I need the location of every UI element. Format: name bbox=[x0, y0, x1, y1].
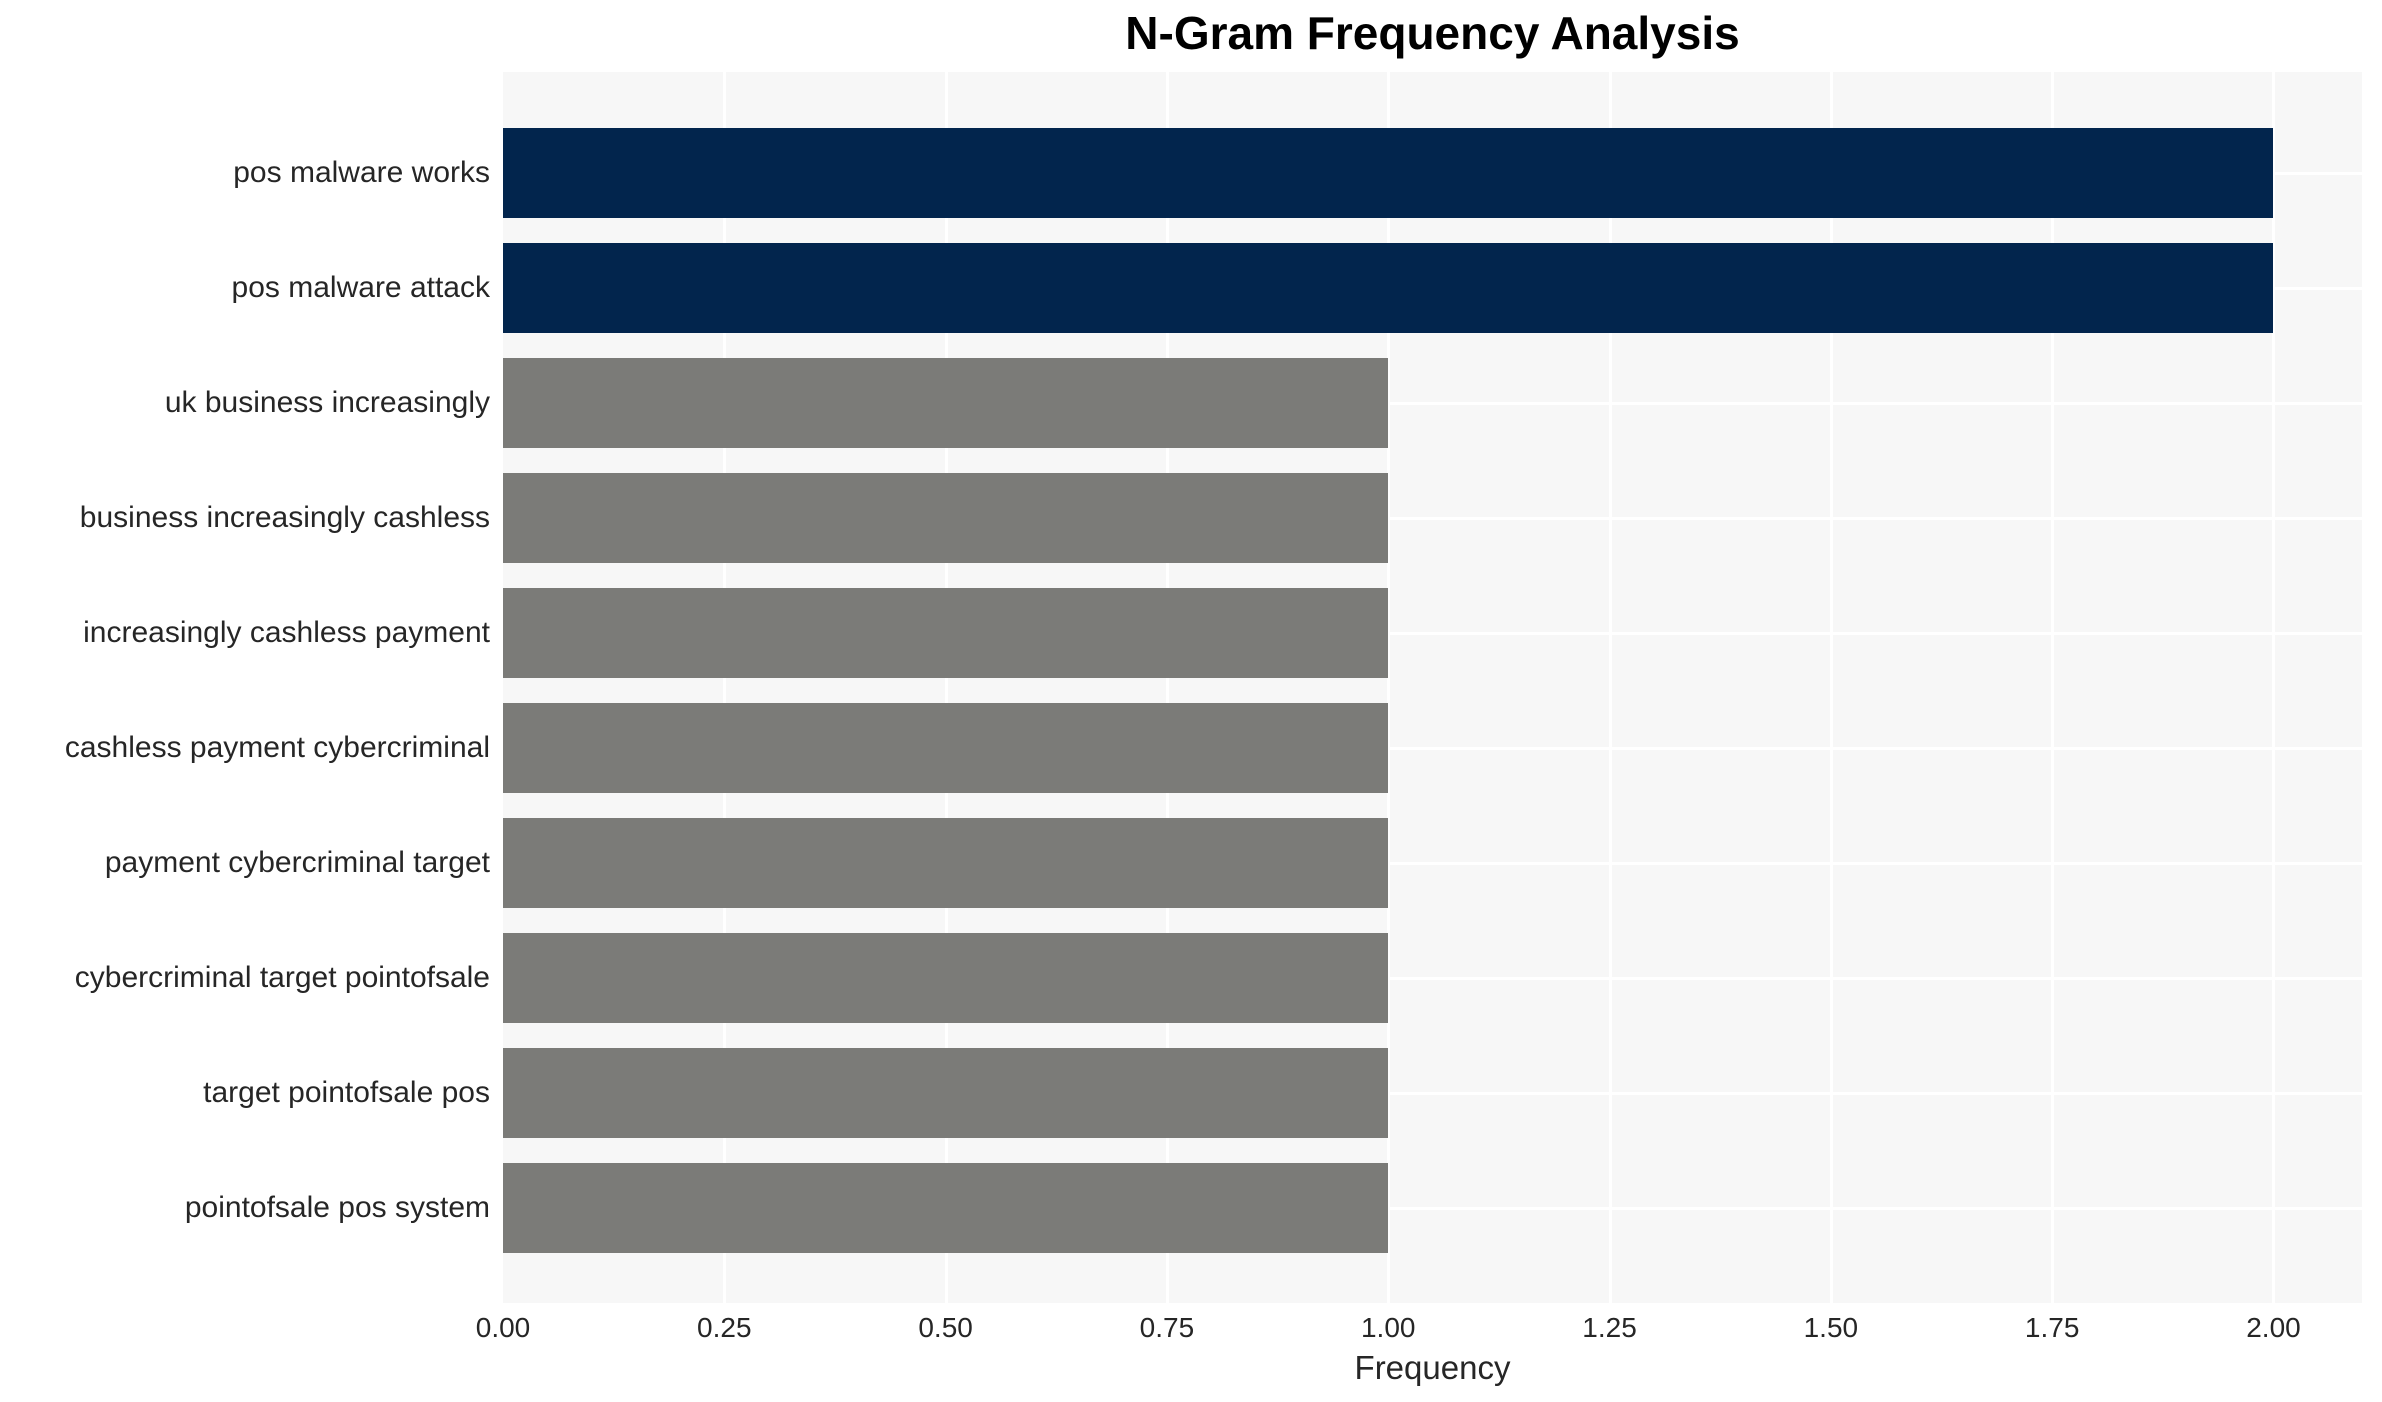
plot-area bbox=[503, 72, 2362, 1303]
x-axis-title: Frequency bbox=[1354, 1349, 1511, 1386]
gridline-vertical bbox=[1608, 72, 1612, 1303]
gridline-vertical bbox=[1829, 72, 1833, 1303]
x-axis-tick-label: 0.50 bbox=[918, 1312, 973, 1343]
bar-increasingly-cashless-payment bbox=[503, 587, 1389, 678]
bar-cashless-payment-cybercriminal bbox=[503, 702, 1389, 793]
y-axis-label: cashless payment cybercriminal bbox=[64, 730, 490, 764]
bar-pos-malware-attack bbox=[503, 242, 2274, 333]
gridline-vertical bbox=[723, 72, 727, 1303]
bar-business-increasingly-cashless bbox=[503, 472, 1389, 563]
gridline-horizontal bbox=[503, 1091, 2362, 1095]
bar-pos-malware-works bbox=[503, 127, 2274, 218]
y-axis-label: payment cybercriminal target bbox=[104, 845, 490, 879]
chart-title: N-Gram Frequency Analysis bbox=[1125, 7, 1740, 59]
x-axis-tick-label: 1.75 bbox=[2024, 1312, 2080, 1343]
gridline-horizontal bbox=[503, 631, 2362, 635]
x-axis-tick-label: 0.25 bbox=[697, 1312, 752, 1343]
gridline-vertical bbox=[944, 72, 948, 1303]
y-axis-label: uk business increasingly bbox=[164, 385, 490, 419]
bar-target-pointofsale-pos bbox=[503, 1047, 1389, 1138]
gridline-vertical bbox=[1387, 72, 1391, 1303]
y-axis-label: cybercriminal target pointofsale bbox=[74, 960, 490, 994]
x-axis-tick-label: 0.75 bbox=[1139, 1312, 1195, 1343]
y-axis-labels: pos malware works pos malware attack uk bu… bbox=[0, 72, 490, 1303]
x-axis-tick-label: 0.00 bbox=[475, 1312, 531, 1343]
gridline-vertical bbox=[2272, 72, 2276, 1303]
x-axis-tick-label: 2.00 bbox=[2246, 1312, 2301, 1343]
gridline-horizontal bbox=[503, 1206, 2362, 1210]
y-axis-label: pos malware works bbox=[233, 155, 490, 189]
x-axis-tick-label: 1.25 bbox=[1582, 1312, 1637, 1343]
bar-uk-business-increasingly bbox=[503, 357, 1389, 448]
x-axis-tick-label: 1.00 bbox=[1360, 1312, 1416, 1343]
y-axis-label: pos malware attack bbox=[231, 270, 490, 304]
gridline-horizontal bbox=[503, 976, 2362, 980]
gridline-horizontal bbox=[503, 861, 2362, 865]
x-axis-ticks: 0.00 0.25 0.50 0.75 1.00 1.25 1.50 1.75 2.00 bbox=[476, 1312, 2362, 1352]
gridline-horizontal bbox=[503, 516, 2362, 520]
gridline-horizontal bbox=[503, 401, 2362, 405]
x-axis-tick-label: 1.50 bbox=[1803, 1312, 1859, 1343]
bar-payment-cybercriminal-target bbox=[503, 817, 1389, 908]
bar-cybercriminal-target-pointofsale bbox=[503, 932, 1389, 1023]
y-axis-label: increasingly cashless payment bbox=[83, 615, 490, 649]
bar-pointofsale-pos-system bbox=[503, 1162, 1389, 1253]
y-axis-label: business increasingly cashless bbox=[79, 500, 490, 534]
y-axis-label: pointofsale pos system bbox=[184, 1190, 490, 1224]
gridline-vertical bbox=[1165, 72, 1169, 1303]
gridline-vertical bbox=[2051, 72, 2055, 1303]
gridline-horizontal bbox=[503, 746, 2362, 750]
y-axis-label: target pointofsale pos bbox=[203, 1075, 490, 1109]
